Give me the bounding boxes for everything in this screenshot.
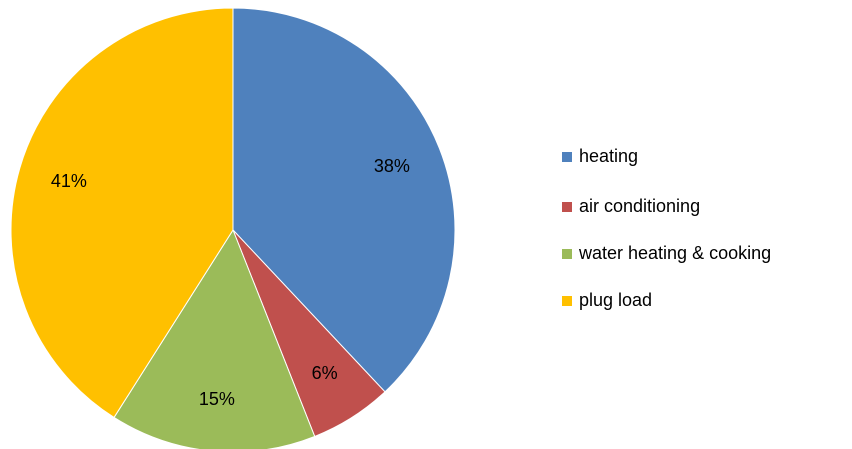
legend-swatch [562, 249, 572, 259]
legend-label: air conditioning [579, 196, 700, 216]
pie-slice [232, 7, 456, 393]
legend-label: water heating & cooking [578, 243, 771, 263]
legend-swatch [562, 296, 572, 306]
legend-swatch [562, 202, 572, 212]
legend-label: plug load [579, 290, 652, 310]
pie-slice [10, 7, 234, 419]
data-label: 15% [199, 389, 235, 409]
data-label: 38% [374, 156, 410, 176]
data-label: 41% [51, 171, 87, 191]
pie-slice [113, 228, 316, 449]
legend-label: heating [579, 146, 638, 166]
legend-swatch [562, 152, 572, 162]
data-label: 6% [312, 363, 338, 383]
